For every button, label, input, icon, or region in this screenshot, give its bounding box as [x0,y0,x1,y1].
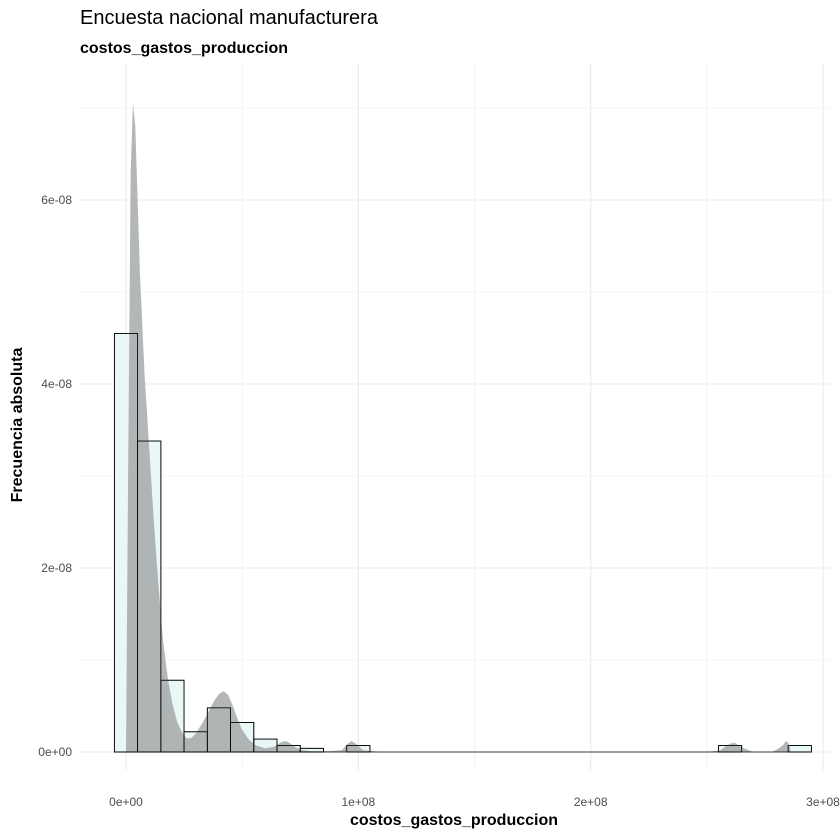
y-tick-label: 6e-08 [41,193,72,207]
y-axis-label: Frecuencia absoluta [9,347,26,503]
x-tick-label: 2e+08 [574,795,608,809]
y-tick-label: 4e-08 [41,377,72,391]
chart-subtitle: costos_gastos_produccion [80,40,289,57]
density-curve [126,103,791,752]
x-tick-label: 1e+08 [341,795,375,809]
x-tick-label: 3e+08 [806,795,840,809]
y-tick-label: 0e+00 [38,745,72,759]
chart-title: Encuesta nacional manufacturera [80,7,378,29]
y-tick-label: 2e-08 [41,561,72,575]
histogram-bar [787,745,812,753]
x-tick-label: 0e+00 [109,795,143,809]
x-axis-label: costos_gastos_produccion [349,812,559,829]
